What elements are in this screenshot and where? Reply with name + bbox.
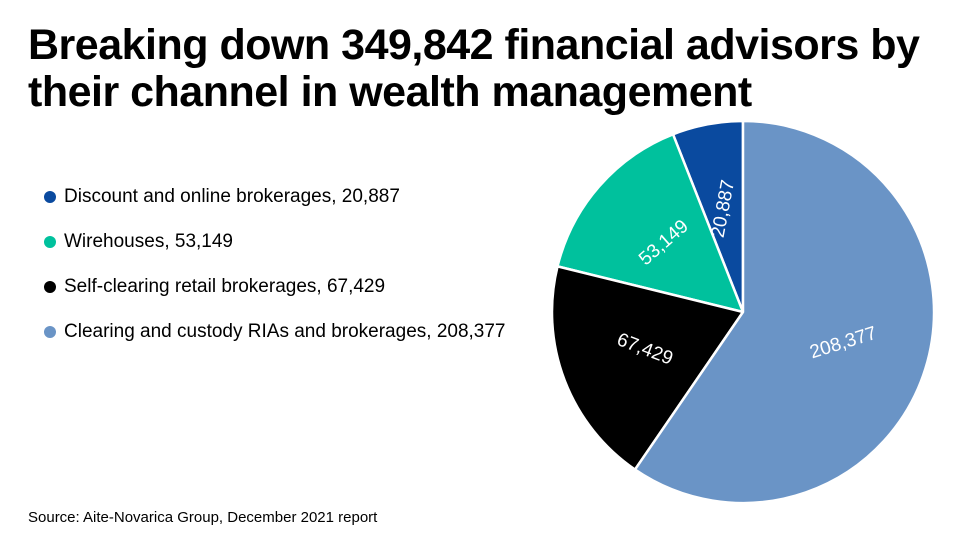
chart-title-line-2: their channel in wealth management	[28, 68, 752, 116]
legend-swatch-clearing-custody	[44, 325, 56, 338]
legend-label-self-clearing: Self-clearing retail brokerages, 67,429	[64, 275, 386, 297]
legend-item-self-clearing: Self-clearing retail brokerages, 67,429	[44, 264, 506, 309]
pie-slice-clearing-and-custody-rias-and-brokerages	[633, 119, 936, 505]
pie-slice-self-clearing-retail-brokerages	[550, 265, 745, 471]
legend-label-discount: Discount and online brokerages, 20,887	[64, 185, 400, 207]
source-note: Source: Aite-Novarica Group, December 20…	[28, 509, 378, 526]
legend-item-clearing-custody: Clearing and custody RIAs and brokerages…	[44, 309, 506, 354]
legend-label-clearing-custody: Clearing and custody RIAs and brokerages…	[64, 320, 506, 342]
legend-swatch-discount	[44, 190, 56, 203]
legend-swatch-self-clearing	[44, 280, 56, 293]
chart-title-line-1: Breaking down 349,842 financial advisors…	[28, 21, 920, 69]
legend-item-wirehouses: Wirehouses, 53,149	[44, 219, 506, 264]
chart-title: Breaking down 349,842 financial advisors…	[28, 22, 958, 116]
legend-label-wirehouses: Wirehouses, 53,149	[64, 230, 233, 252]
legend-item-discount: Discount and online brokerages, 20,887	[44, 174, 506, 219]
chart-legend: Discount and online brokerages, 20,887 W…	[44, 174, 506, 354]
legend-swatch-wirehouses	[44, 235, 56, 248]
pie-slice-wirehouses	[556, 133, 745, 314]
